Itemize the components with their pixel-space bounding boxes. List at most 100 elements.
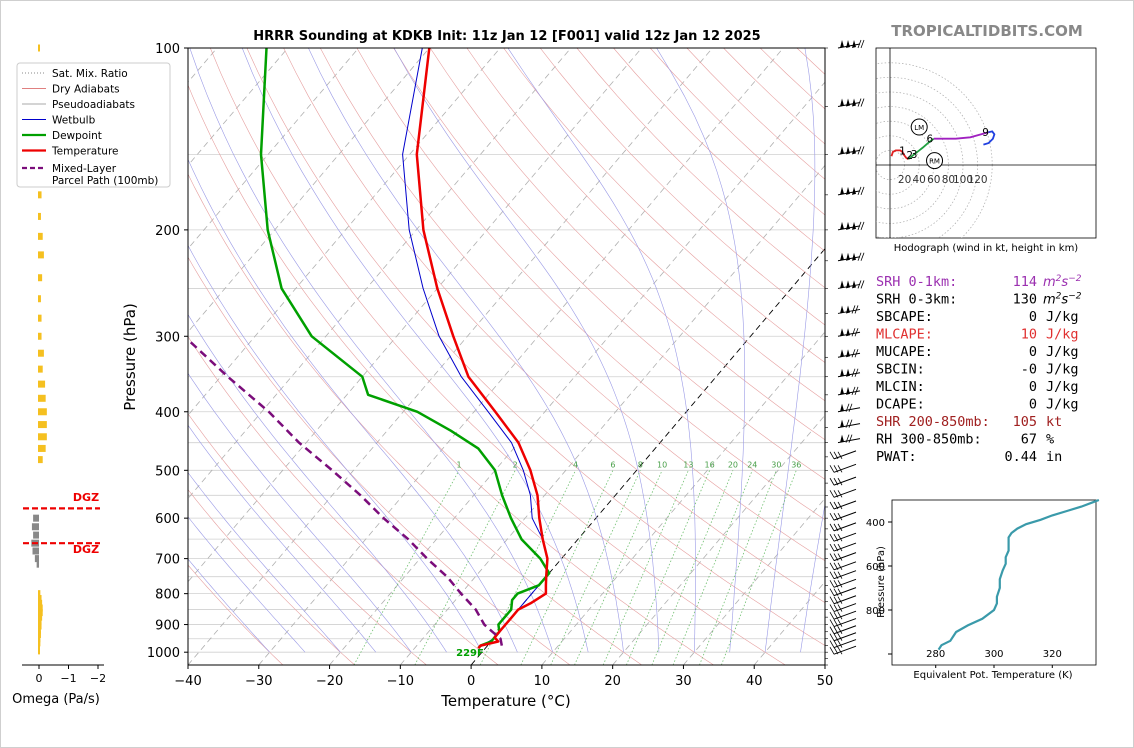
index-unit: % xyxy=(1046,432,1054,448)
x-tick-label: −40 xyxy=(174,674,201,689)
omega-bar xyxy=(38,609,43,617)
y-tick-label: 800 xyxy=(155,588,180,603)
wind-barb xyxy=(829,645,857,655)
index-value: 0 xyxy=(1029,344,1037,360)
isotherm xyxy=(470,247,825,665)
wind-barb xyxy=(829,610,857,620)
omega-bar xyxy=(38,599,43,607)
dry-adiabat xyxy=(283,48,825,604)
y-tick-label: 1000 xyxy=(147,646,180,661)
omega-bar xyxy=(38,613,43,621)
omega-bar xyxy=(38,191,42,199)
dry-adiabat xyxy=(320,48,825,562)
isotherm xyxy=(188,48,359,250)
omega-bar xyxy=(31,523,39,531)
chart-title: HRRR Sounding at KDKB Init: 11z Jan 12 [… xyxy=(253,29,760,44)
hodograph-tick-label: 100 xyxy=(953,174,973,186)
left-mover-label: LM xyxy=(914,124,924,132)
x-tick-label: 10 xyxy=(534,674,551,689)
hodograph-height-marker: 2 xyxy=(906,150,913,162)
mixing-ratio-line xyxy=(672,470,753,665)
omega-bar xyxy=(38,394,46,402)
dry-adiabat xyxy=(246,48,825,646)
omega-bar xyxy=(38,604,43,612)
pseudoadiabat xyxy=(188,558,270,653)
pseudoadiabat xyxy=(188,424,377,653)
wind-barb xyxy=(829,532,857,542)
omega-bar xyxy=(38,618,42,626)
omega-tick-label: 0 xyxy=(36,672,43,685)
skewt-axes: −40 −30 −20 −10 0 10 20 30 40 50 100 200 300 400 500 60… xyxy=(147,42,833,689)
index-unit: J/kg xyxy=(1046,344,1079,360)
wind-barb xyxy=(837,221,865,231)
omega-bar xyxy=(32,547,39,555)
mixing-ratio-line xyxy=(574,470,663,665)
omega-bar xyxy=(38,380,46,388)
index-label: DCAPE: xyxy=(876,397,925,413)
isotherm xyxy=(188,48,572,500)
wind-barb xyxy=(837,146,865,155)
omega-bar xyxy=(38,590,41,598)
theta-e-ytick-label: 400 xyxy=(866,518,885,529)
dry-adiabat xyxy=(393,48,825,480)
pseudoadiabat xyxy=(393,48,660,653)
omega-bar xyxy=(38,444,46,452)
index-value: 130 xyxy=(1013,292,1037,308)
mixing-ratio-line xyxy=(353,470,460,665)
left-mover-marker xyxy=(910,118,928,136)
y-tick-label: 100 xyxy=(155,42,180,57)
pseudoadiabat xyxy=(188,372,412,653)
wind-barb xyxy=(837,186,865,196)
mixing-ratio-line xyxy=(721,470,797,665)
omega-bar xyxy=(38,626,41,634)
pseudoadiabat xyxy=(656,48,746,653)
index-unit: in xyxy=(1046,449,1062,465)
theta-e-line xyxy=(937,498,1100,651)
wind-barb xyxy=(829,450,857,460)
wind-barb xyxy=(829,595,857,605)
y-tick-label: 300 xyxy=(155,330,180,345)
index-unit: m2s−2 xyxy=(1043,292,1082,308)
theta-e-ylabel: Pressure (hPa) xyxy=(876,546,887,618)
index-value: 0 xyxy=(1029,397,1037,413)
mixing-ratio-line xyxy=(602,470,689,665)
temperature-line xyxy=(415,48,549,650)
hodograph-height-marker: 3 xyxy=(911,149,918,161)
theta-e-frame xyxy=(891,499,1097,666)
hodograph-height-marker: 1 xyxy=(899,145,906,157)
omega-bar xyxy=(36,560,39,568)
index-value: 114 xyxy=(1013,274,1037,290)
wind-barb xyxy=(837,386,861,396)
index-label: PWAT: xyxy=(876,449,917,465)
surface-label: 229F xyxy=(456,648,484,659)
wind-barb xyxy=(829,587,857,597)
x-tick-label: 20 xyxy=(604,674,621,689)
pseudoadiabat xyxy=(800,502,825,653)
omega-tick-label: −1 xyxy=(60,672,76,685)
hodograph-trace xyxy=(983,130,996,146)
mixing-ratio-line xyxy=(550,470,641,665)
hodograph-tick-label: 40 xyxy=(913,174,926,186)
mixing-ratio-label: 1 xyxy=(456,460,461,469)
hodograph-trace xyxy=(933,131,989,140)
pseudoadiabat xyxy=(507,48,696,653)
mixing-ratio-line xyxy=(479,470,576,665)
y-tick-label: 200 xyxy=(155,224,180,239)
hodograph-trace xyxy=(907,137,935,160)
omega-bar xyxy=(38,643,40,651)
mixing-ratio-label: 10 xyxy=(657,460,667,469)
isotherm xyxy=(258,48,784,665)
wind-barb xyxy=(829,522,857,532)
wind-barbs xyxy=(829,39,865,655)
index-value: -0 xyxy=(1021,362,1037,378)
isotherm xyxy=(188,48,289,167)
skewt-profiles xyxy=(188,48,551,650)
pseudoadiabat xyxy=(188,244,483,653)
wind-barb xyxy=(829,625,857,635)
pseudoadiabat xyxy=(188,158,518,653)
mixing-ratio-label: 4 xyxy=(573,460,578,469)
omega-tick-label: −2 xyxy=(90,672,106,685)
isotherm xyxy=(683,497,825,665)
omega-bar xyxy=(34,555,39,563)
